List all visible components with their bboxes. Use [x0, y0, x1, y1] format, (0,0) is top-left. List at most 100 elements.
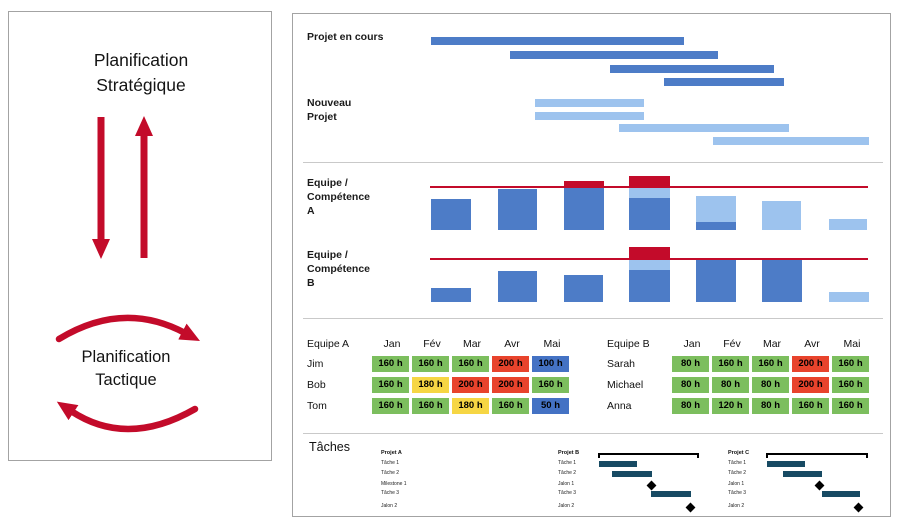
- task-label: Tâche 1: [728, 460, 747, 466]
- member-name: Michael: [607, 378, 644, 391]
- cycle-arrow-bottom-icon: [56, 401, 199, 433]
- hours-cell-wrap: 200 h: [792, 374, 832, 395]
- task-summary-tick: [866, 453, 868, 458]
- hours-cell: 160 h: [372, 397, 409, 414]
- hours-cell-wrap: 160 h: [532, 374, 572, 395]
- cycle-arrow-top-icon: [55, 314, 201, 343]
- task-bar: [767, 461, 805, 467]
- member-name: Tom: [307, 399, 327, 412]
- hours-cell: 160 h: [372, 376, 409, 393]
- hours-cell: 50 h: [532, 397, 569, 414]
- task-label: Jalon 1: [728, 481, 745, 487]
- task-label: Jalon 2: [381, 503, 398, 509]
- hours-cell: 160 h: [412, 397, 449, 414]
- team-b-label: Equipe / Compétence B: [307, 249, 371, 290]
- hours-cell-wrap: 160 h: [792, 395, 832, 416]
- hist-team-b-segment: [696, 260, 736, 302]
- team-table-title: Equipe B: [607, 337, 650, 350]
- member-name: Sarah: [607, 357, 636, 370]
- hours-cell-wrap: 160 h: [832, 395, 872, 416]
- hist-team-a-segment: [431, 199, 471, 230]
- current-projects-label: Projet en cours: [307, 31, 384, 43]
- team-a-label: Equipe / Compétence A: [307, 177, 371, 218]
- hours-cell-wrap: 200 h: [492, 353, 532, 374]
- task-milestone-diamond: [814, 480, 824, 490]
- task-summary-bar: [766, 453, 868, 455]
- hours-cell: 160 h: [712, 355, 749, 372]
- hist-team-b-segment: [564, 275, 603, 302]
- hist-team-b-segment: [629, 258, 670, 270]
- task-milestone-diamond: [685, 502, 695, 512]
- hist-team-b-capacity-line: [430, 258, 868, 260]
- hist-team-b-segment: [829, 292, 869, 302]
- task-project-title: Projet C: [728, 450, 750, 456]
- task-label: Jalon 2: [728, 503, 745, 509]
- hist-team-b-segment: [498, 271, 537, 302]
- task-label: Tâche 3: [381, 490, 400, 496]
- task-bar: [822, 491, 860, 497]
- hist-team-a-segment: [829, 219, 867, 230]
- hours-cell: 160 h: [532, 376, 569, 393]
- task-summary-tick: [697, 453, 699, 458]
- hours-cell-wrap: 80 h: [712, 374, 752, 395]
- gantt-current-projects-bar: [431, 37, 684, 45]
- hist-team-a-segment: [696, 196, 736, 222]
- hours-cell-wrap: 200 h: [792, 353, 832, 374]
- planning-arrows-graphic: [55, 116, 201, 433]
- month-header: Fév: [723, 337, 741, 350]
- month-header: Jan: [383, 337, 401, 350]
- month-header: Mar: [762, 337, 782, 350]
- hours-cell: 160 h: [452, 355, 489, 372]
- hist-team-a-segment: [629, 198, 670, 230]
- hist-team-b-segment: [762, 260, 802, 302]
- task-label: Tâche 1: [381, 460, 400, 466]
- task-bar: [599, 461, 637, 467]
- task-label: Jalon 1: [558, 481, 575, 487]
- hours-cell-wrap: 80 h: [752, 374, 792, 395]
- hours-cell-wrap: 80 h: [752, 395, 792, 416]
- member-name: Bob: [307, 378, 326, 391]
- task-label: Jalon 2: [558, 503, 575, 509]
- hours-cell: 200 h: [452, 376, 489, 393]
- gantt-new-project-bar: [619, 124, 789, 132]
- hours-cell: 80 h: [672, 355, 709, 372]
- team-table: Equipe A Jan Fév Mar Avr Mai Jim 160 h 160 h 160 …: [307, 334, 572, 416]
- hours-cell: 160 h: [832, 376, 869, 393]
- month-header: Mai: [843, 337, 861, 350]
- tactical-planning-label: Planification Tactique: [81, 348, 171, 390]
- task-label: Tâche 2: [558, 470, 577, 476]
- team-table: Equipe B Jan Fév Mar Avr Mai Sarah 80 h 160 h 160…: [607, 334, 872, 416]
- hist-team-b-segment: [431, 288, 471, 302]
- month-header: Mai: [543, 337, 561, 350]
- hist-team-a-segment: [564, 181, 604, 187]
- task-summary-bar: [598, 453, 699, 455]
- planning-panel: Projet en cours Nouveau Projet Equipe / …: [292, 13, 891, 517]
- hours-cell-wrap: 160 h: [832, 353, 872, 374]
- month-header: Avr: [804, 337, 820, 350]
- hours-cell: 160 h: [492, 397, 529, 414]
- task-milestone-diamond: [853, 502, 863, 512]
- hist-team-a-segment: [762, 201, 801, 230]
- gantt-current-projects-bar: [610, 65, 774, 73]
- task-label: Milestone 1: [381, 481, 407, 487]
- new-project-label: Nouveau Projet: [307, 97, 352, 124]
- hours-cell-wrap: 80 h: [672, 353, 712, 374]
- section-divider: [303, 162, 883, 163]
- hours-cell-wrap: 160 h: [412, 395, 452, 416]
- hist-team-a-segment: [629, 176, 670, 187]
- hours-cell: 160 h: [372, 355, 409, 372]
- hours-cell-wrap: 160 h: [412, 353, 452, 374]
- task-label: Tâche 3: [558, 490, 577, 496]
- task-project-title: Projet A: [381, 450, 402, 456]
- hours-cell: 180 h: [452, 397, 489, 414]
- month-header: Fév: [423, 337, 441, 350]
- member-name: Anna: [607, 399, 632, 412]
- hours-cell: 180 h: [412, 376, 449, 393]
- task-bar: [651, 491, 691, 497]
- hours-cell-wrap: 80 h: [672, 374, 712, 395]
- tasks-label: Tâches: [309, 440, 350, 454]
- gantt-current-projects-bar: [510, 51, 718, 59]
- month-header: Jan: [683, 337, 701, 350]
- hist-team-a-segment: [629, 187, 670, 198]
- hours-cell: 80 h: [752, 376, 789, 393]
